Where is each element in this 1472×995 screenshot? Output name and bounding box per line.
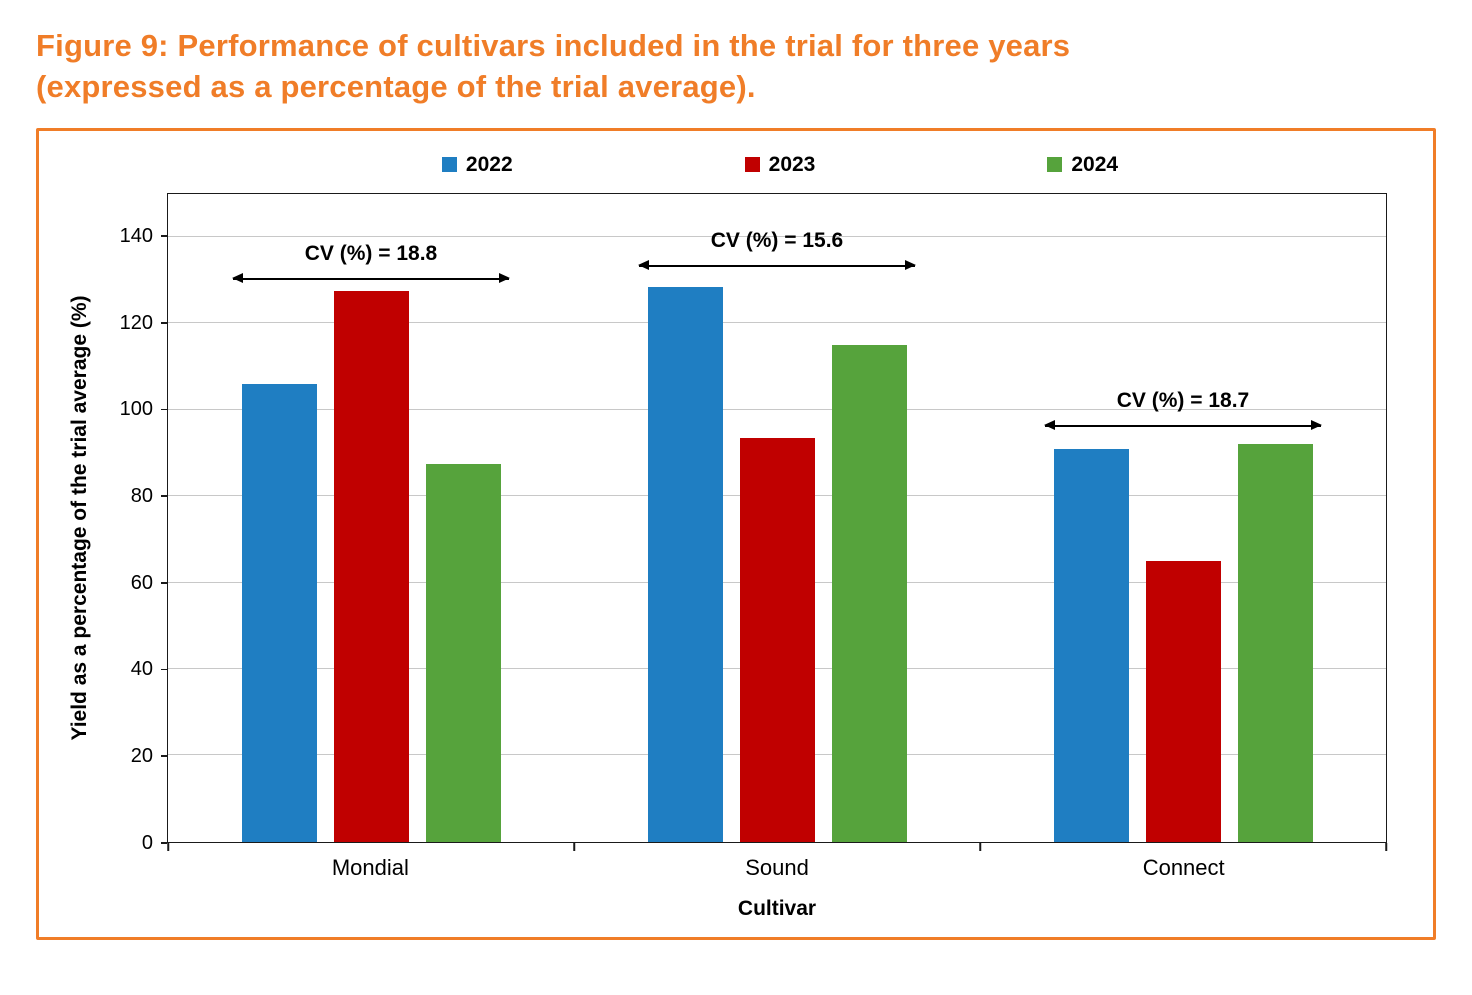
chart-body: Yield as a percentage of the trial avera… (53, 192, 1387, 921)
x-tick-mark-3 (1385, 843, 1387, 852)
bar-2023-connect (1145, 561, 1221, 842)
y-tick-mark-40 (161, 668, 167, 671)
y-tick-mark-80 (161, 495, 167, 497)
y-tick-mark-140 (161, 235, 167, 237)
gridline-100 (168, 408, 1386, 410)
y-axis-title-column: Yield as a percentage of the trial avera… (53, 193, 107, 843)
y-tick-label-60: 60 (130, 571, 153, 594)
x-category-label-connect: Connect (1142, 854, 1225, 880)
x-tick-mark-0 (167, 843, 169, 852)
x-tick-mark-2 (979, 843, 981, 852)
x-axis-category-labels: Mondial Sound Connect (167, 843, 1387, 881)
y-tick-label-20: 20 (130, 745, 153, 768)
legend-label-2022: 2022 (465, 152, 513, 176)
chart-legend: 2022 2023 2024 (53, 141, 1387, 193)
legend-swatch-2024 (1047, 157, 1063, 173)
bar-2024-mondial (425, 463, 501, 842)
legend-item-2024: 2024 (1047, 153, 1118, 177)
chart-frame: 2022 2023 2024 Yield as a percentage of th… (36, 127, 1436, 940)
legend-label-2024: 2024 (1071, 152, 1119, 176)
bar-2022-sound (647, 286, 723, 842)
plot-area: CV (%) = 18.8 CV (%) = 15.6 CV (%) = 18.7 (167, 192, 1387, 852)
cv-arrow-mondial (232, 273, 510, 284)
plot-row: 0 20 40 60 80 100 120 140 CV (%) = 18.8 CV (%) =… (107, 192, 1387, 854)
figure-title-line2: (expressed as a percentage of the trial … (36, 68, 756, 104)
gridline-120 (168, 322, 1386, 324)
y-tick-mark-60 (161, 582, 167, 584)
bar-2022-connect (1053, 448, 1129, 842)
bar-2023-sound (739, 437, 815, 842)
figure-title: Figure 9: Performance of cultivars inclu… (36, 26, 1436, 108)
x-category-label-sound: Sound (745, 854, 809, 880)
cv-arrow-sound (638, 260, 916, 271)
legend-swatch-2023 (744, 157, 760, 173)
bar-group-connect: CV (%) = 18.7 (980, 194, 1386, 842)
x-category-label-mondial: Mondial (331, 854, 409, 880)
legend-item-2023: 2023 (744, 152, 816, 177)
legend-swatch-2022 (441, 157, 457, 173)
y-axis-title: Yield as a percentage of the trial avera… (68, 295, 91, 741)
bar-group-sound: CV (%) = 15.6 (574, 194, 980, 842)
legend-label-2023: 2023 (768, 152, 816, 176)
legend-item-2022: 2022 (441, 152, 513, 177)
y-tick-label-140: 140 (119, 225, 153, 248)
cv-annotation-mondial: CV (%) = 18.8 (304, 242, 438, 266)
bar-group-mondial: CV (%) = 18.8 (168, 194, 574, 842)
bar-2024-connect (1237, 444, 1313, 842)
bar-2022-mondial (241, 383, 317, 842)
bar-2024-sound (831, 345, 907, 842)
y-tick-label-0: 0 (141, 831, 153, 854)
x-axis-title: Cultivar (737, 896, 817, 920)
cv-arrow-connect (1044, 420, 1322, 431)
gridline-140 (168, 236, 1386, 238)
y-tick-mark-120 (161, 322, 167, 324)
cv-annotation-connect: CV (%) = 18.7 (1116, 389, 1250, 413)
y-tick-mark-20 (161, 755, 167, 757)
bar-2023-mondial (333, 291, 409, 842)
y-tick-label-120: 120 (119, 311, 153, 334)
y-tick-mark-0 (161, 842, 167, 844)
chart-main-column: 0 20 40 60 80 100 120 140 CV (%) = 18.8 CV (%) =… (107, 192, 1387, 921)
y-tick-label-40: 40 (130, 658, 153, 681)
y-tick-label-80: 80 (130, 485, 153, 508)
y-tick-label-100: 100 (119, 398, 153, 421)
figure-title-line1: Figure 9: Performance of cultivars inclu… (36, 28, 1071, 63)
y-axis-ticks: 0 20 40 60 80 100 120 140 (107, 193, 167, 854)
y-tick-mark-100 (161, 408, 167, 411)
cv-annotation-sound: CV (%) = 15.6 (710, 229, 844, 253)
x-tick-mark-1 (573, 843, 575, 852)
